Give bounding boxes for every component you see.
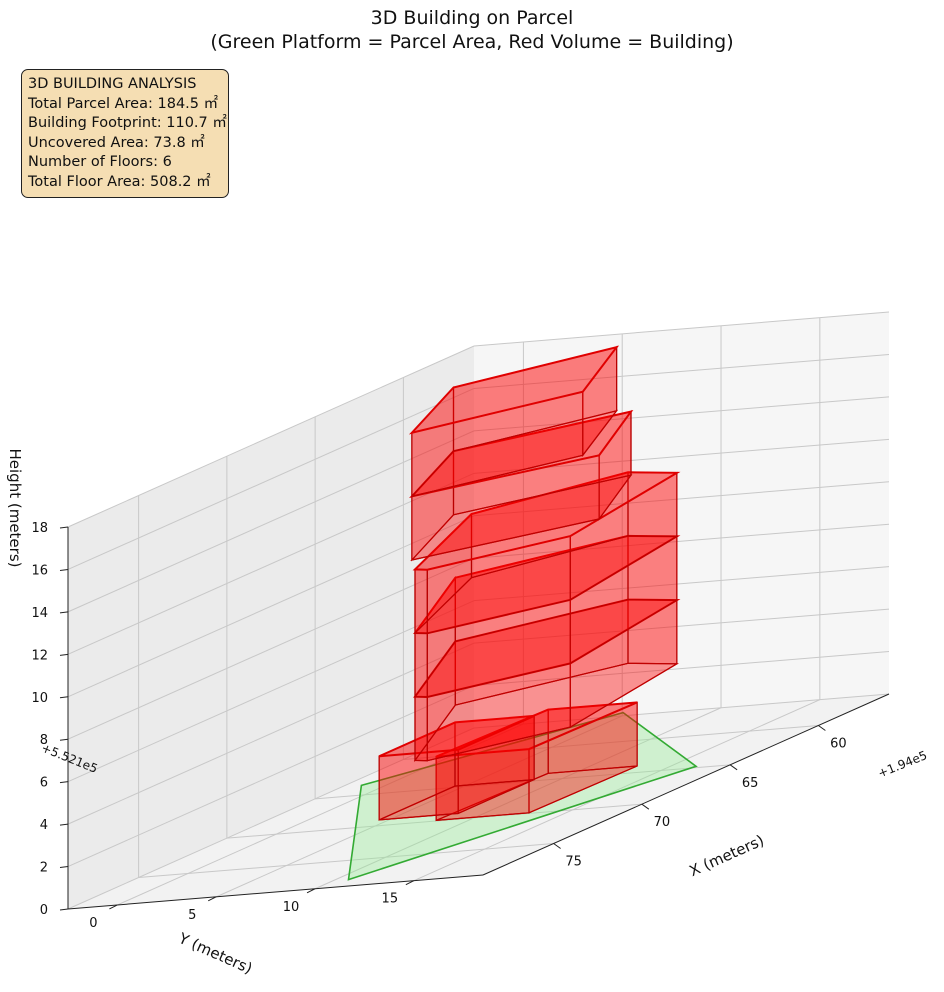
grid-line-y: [413, 699, 821, 882]
floor-roof: [378, 714, 535, 758]
z-tick: [59, 611, 69, 614]
grid-line-z: [67, 472, 475, 655]
grid-line-z: [67, 600, 475, 783]
grid-line-y: [216, 715, 623, 898]
grid-line-z: [473, 608, 890, 644]
x-tick: [729, 764, 738, 771]
x-tick-label: 70: [654, 815, 671, 830]
grid-line-z: [473, 396, 890, 432]
x-tick: [641, 803, 650, 810]
z-tick: [59, 781, 69, 784]
x-tick-label: 60: [830, 736, 847, 751]
stats-total-parcel-area: Total Parcel Area: 184.5 ㎡: [28, 95, 219, 112]
floor-base: [410, 409, 619, 498]
z-tick-label: 10: [31, 691, 48, 706]
y-tick-label: 0: [89, 916, 97, 931]
axis-lines: [59, 526, 890, 911]
x-tick: [553, 843, 561, 849]
grid-line-z: [473, 651, 890, 687]
x-axis-title: X (meters): [687, 831, 767, 880]
grid-line-z: [67, 727, 475, 910]
x-offset-label: +1.94e5: [876, 748, 929, 780]
z-tick-label: 12: [31, 648, 48, 663]
y-tick: [109, 904, 118, 910]
z-tick-label: 18: [31, 521, 48, 536]
floor-base: [413, 598, 680, 698]
z-tick: [59, 653, 69, 656]
y-tick-label: 10: [283, 900, 300, 915]
grid-line-z: [67, 557, 475, 740]
building-floor-3: [413, 534, 681, 699]
stats-uncovered-area: Uncovered Area: 73.8 ㎡: [28, 134, 205, 151]
z-tick-label: 14: [31, 606, 48, 621]
x-tick-label: 75: [565, 855, 582, 870]
x-tick-label: 65: [742, 776, 759, 791]
floor-base: [413, 662, 680, 762]
x-tick: [818, 725, 826, 731]
z-tick-label: 2: [40, 861, 48, 876]
z-tick-label: 6: [40, 776, 48, 791]
z-tick-label: 4: [40, 818, 48, 833]
y-tick-label: 5: [188, 908, 196, 923]
grid-line-z: [473, 311, 890, 347]
z-tick: [59, 866, 69, 869]
stats-num-floors: Number of Floors: 6: [28, 154, 172, 171]
parcel-layer: [347, 711, 698, 881]
right-wall-pane: [474, 312, 889, 728]
grid-line-z: [473, 353, 890, 389]
floor-base: [413, 535, 680, 634]
y-tick: [306, 888, 316, 894]
stats-heading: 3D BUILDING ANALYSIS: [28, 76, 197, 92]
stats-building-footprint: Building Footprint: 110.7 ㎡: [28, 115, 227, 132]
grid-line-z: [473, 523, 890, 559]
grid-line-z: [473, 693, 890, 729]
analysis-stats-box: 3D BUILDING ANALYSIS Total Parcel Area: …: [21, 69, 229, 198]
building-floor-5: [409, 409, 634, 562]
y-tick: [405, 880, 415, 886]
z-tick-label: 0: [40, 903, 48, 918]
y-tick: [207, 896, 217, 902]
z-tick-label: 16: [31, 563, 48, 578]
z-tick: [59, 738, 69, 741]
grid-line-z: [473, 481, 890, 517]
z-tick: [59, 568, 69, 571]
z-tick-label: 8: [40, 733, 48, 748]
floor-base: [410, 474, 633, 561]
building-floor-6: [408, 345, 620, 498]
grid-line-z: [67, 685, 475, 868]
building-floor-1: [435, 701, 638, 822]
grid-line-y: [314, 707, 722, 890]
floor-roof: [408, 345, 620, 435]
building-floor-2: [413, 598, 681, 763]
x-axis-line: [482, 693, 890, 876]
grid-line-z: [473, 566, 890, 602]
stats-total-floor-area: Total Floor Area: 508.2 ㎡: [28, 173, 211, 190]
z-tick: [59, 526, 69, 529]
grid-line-z: [67, 430, 475, 613]
axis-panes: [68, 312, 889, 909]
grid-line-z: [67, 387, 475, 570]
floor-pane: [68, 694, 889, 909]
y-axis-title: Y (meters): [175, 929, 255, 978]
z-tick: [59, 908, 69, 911]
z-axis-title: Height (meters): [6, 449, 24, 568]
z-tick: [59, 823, 69, 826]
y-tick-label: 15: [382, 892, 399, 907]
floor-base: [378, 779, 535, 821]
parcel-platform: [347, 711, 698, 881]
grid-line-z: [67, 345, 475, 528]
left-wall-pane: [68, 346, 474, 909]
building-layer: [378, 345, 681, 822]
grid-line-z: [67, 515, 475, 698]
chart-title: 3D Building on Parcel: [370, 7, 574, 29]
floor-base: [435, 765, 638, 821]
z-tick: [59, 696, 69, 699]
chart-subtitle: (Green Platform = Parcel Area, Red Volum…: [210, 31, 734, 53]
grid-line-z: [67, 642, 475, 825]
